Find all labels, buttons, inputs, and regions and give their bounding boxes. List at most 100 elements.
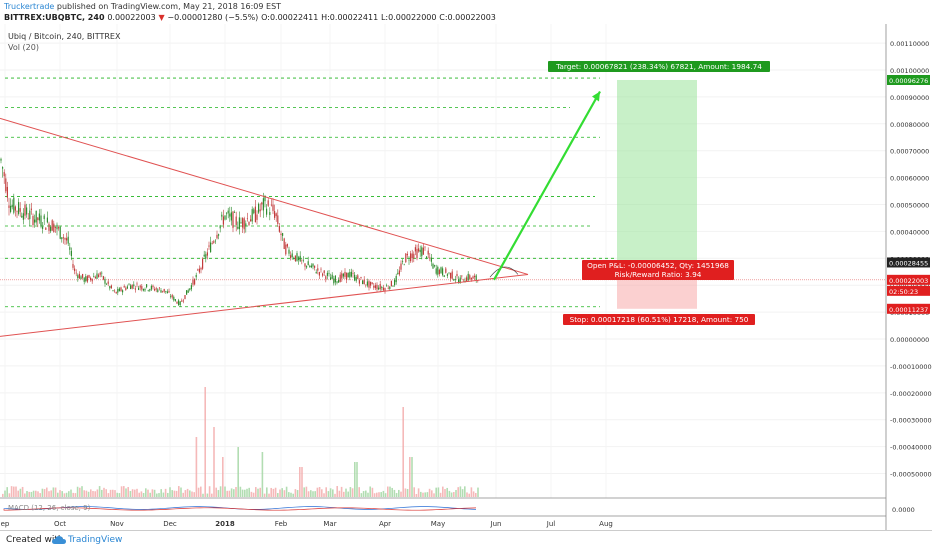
candle-body: [48, 223, 50, 231]
mid-price-tag-bg: [887, 257, 930, 268]
volume-bar: [343, 491, 345, 497]
volume-bar: [206, 493, 209, 497]
target-price-tag-bg: [887, 74, 930, 85]
candle-body: [336, 281, 338, 283]
candle-body: [6, 186, 8, 198]
candle-body: [16, 210, 18, 212]
volume-bar: [417, 488, 420, 497]
volume-bar: [43, 489, 46, 497]
candle-body: [414, 247, 416, 252]
volume-bar: [219, 486, 222, 497]
candle-body: [14, 206, 16, 211]
candle-body: [181, 300, 183, 302]
volume-bar: [151, 489, 154, 497]
candle-body: [258, 203, 260, 213]
candle-body: [30, 208, 32, 210]
stop-price-tag-bg: [887, 303, 930, 314]
volume-bar: [191, 491, 193, 497]
candle-body: [397, 272, 399, 274]
volume-bar: [316, 487, 319, 497]
volume-bar: [32, 490, 35, 497]
candle-body: [445, 268, 447, 273]
candle-body: [370, 281, 372, 286]
candle-body: [451, 271, 453, 279]
volume-bar: [404, 488, 407, 497]
candle-body: [160, 290, 162, 293]
candle-body: [192, 279, 194, 285]
volume-bar: [182, 492, 184, 497]
volume-bar: [21, 486, 24, 497]
last-price: 0.00022003: [107, 13, 156, 22]
x-tick-label: Mar: [323, 520, 336, 528]
candle-body: [394, 279, 396, 286]
x-tick-label: ep: [1, 520, 10, 528]
volume-bar: [90, 489, 92, 497]
candle-body: [424, 246, 426, 248]
volume-bar: [230, 488, 233, 497]
volume-bar: [358, 487, 360, 497]
candle-body: [34, 219, 36, 223]
symbol-line: BITTREX:UBQBTC, 240 0.00022003 ▼ −0.0000…: [4, 13, 496, 23]
candle-body: [418, 248, 420, 252]
candle-body: [120, 287, 122, 292]
volume-bar: [162, 492, 165, 497]
candle-body: [469, 275, 471, 279]
candle-body: [429, 257, 431, 259]
candle-body: [374, 285, 376, 289]
dashed-levels: [0, 77, 886, 308]
price-chart[interactable]: 0.0000 0.001100000.001000000.000900000.0…: [0, 24, 932, 530]
countdown-tag: 02:50:23: [889, 288, 918, 296]
candle-body: [64, 238, 66, 240]
candle-body: [266, 208, 268, 215]
candle-body: [75, 272, 77, 274]
volume-bar: [107, 493, 110, 497]
tradingview-cloud-icon: [52, 536, 66, 544]
volume-bar: [127, 487, 129, 497]
candle-body: [19, 208, 21, 212]
volume-bar: [340, 486, 343, 497]
pl-label-text: Risk/Reward Ratio: 3.94: [615, 270, 702, 279]
candle-body: [22, 213, 24, 220]
candle-body: [77, 275, 79, 279]
candle-body: [317, 268, 319, 271]
candle-body: [344, 271, 346, 277]
volume-bar: [290, 492, 292, 497]
candle-body: [226, 213, 228, 215]
candle-body: [0, 158, 2, 161]
candle-body: [272, 204, 274, 211]
volume-bar: [409, 457, 411, 497]
volume-bar: [338, 490, 341, 497]
volume-bar: [136, 488, 138, 497]
countdown-tag-bg: [887, 285, 930, 296]
candle-body: [230, 212, 232, 221]
volume-bar: [15, 486, 17, 497]
volume-bar: [444, 489, 446, 497]
candle-body: [363, 279, 365, 285]
candle-body: [38, 213, 40, 221]
candle-body: [96, 273, 98, 279]
volume-bar: [426, 492, 429, 497]
volume-bar: [171, 490, 173, 497]
candle-body: [453, 279, 455, 281]
candle-body: [24, 204, 26, 216]
author-link[interactable]: Truckertrade: [4, 2, 55, 11]
volume-bar: [468, 493, 470, 497]
volume-bar: [371, 487, 374, 497]
candle-body: [306, 266, 308, 268]
candle-body: [91, 278, 93, 282]
volume-bar: [46, 487, 48, 497]
candle-body: [331, 274, 333, 279]
candle-body: [56, 224, 58, 230]
volume-bar: [24, 493, 26, 497]
volume-bar: [442, 486, 444, 497]
tradingview-brand[interactable]: TradingView: [68, 535, 123, 545]
candle-body: [98, 274, 100, 277]
candle-body: [376, 284, 378, 290]
candle-body: [112, 290, 114, 291]
candle-body: [80, 276, 82, 280]
volume-bar: [277, 493, 279, 497]
volume-bar: [103, 487, 105, 497]
upper-trendline: [0, 117, 529, 275]
volume-bar: [120, 486, 123, 497]
last-price-tag: 0.00022003: [889, 277, 928, 285]
